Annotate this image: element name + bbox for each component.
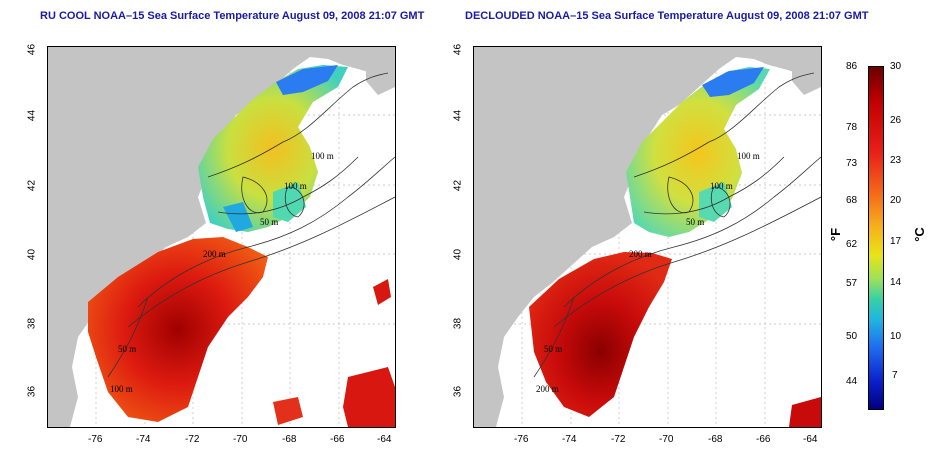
c-tick: 17 (890, 236, 902, 247)
f-tick: 50 (846, 331, 858, 342)
c-tick: 23 (890, 155, 902, 166)
land-mass (474, 47, 821, 427)
c-tick: 30 (890, 61, 902, 72)
contour-label: 200 m (203, 249, 226, 259)
f-tick: 86 (846, 61, 858, 72)
contour-label: 50 m (260, 217, 278, 227)
f-tick: 78 (846, 122, 858, 133)
y-tick: 40 (452, 248, 464, 261)
fahrenheit-unit-label: °F (828, 227, 844, 242)
land-mass (48, 47, 395, 427)
contour-label: 200 m (536, 384, 559, 394)
x-tick: -70 (233, 434, 248, 445)
sst-map-raw: 100 m 100 m 50 m 200 m 50 m 100 m (47, 46, 396, 428)
x-tick: -74 (136, 434, 151, 445)
contour-label: 100 m (737, 151, 760, 161)
x-tick: -68 (708, 434, 723, 445)
y-tick: 42 (452, 179, 464, 192)
contour-label: 100 m (284, 181, 307, 191)
y-tick: 36 (452, 385, 464, 398)
c-tick: 20 (890, 195, 902, 206)
y-tick: 38 (26, 317, 38, 330)
contour-label: 100 m (311, 151, 334, 161)
y-tick: 44 (26, 109, 38, 122)
c-tick: 14 (890, 277, 902, 288)
panel-2-title: DECLOUDED NOAA–15 Sea Surface Temperatur… (465, 10, 869, 22)
y-tick: 36 (26, 385, 38, 398)
temperature-colorbar (868, 66, 884, 410)
x-tick: -64 (803, 434, 818, 445)
x-tick: -72 (611, 434, 626, 445)
x-tick: -70 (659, 434, 674, 445)
y-tick: 46 (26, 43, 38, 56)
y-tick: 46 (452, 43, 464, 56)
c-tick: 7 (892, 370, 898, 381)
x-tick: -66 (756, 434, 771, 445)
celsius-unit-label: °C (911, 227, 927, 242)
x-tick: -64 (377, 434, 392, 445)
contour-label: 100 m (110, 384, 133, 394)
panel-1-title: RU COOL NOAA–15 Sea Surface Temperature … (40, 10, 425, 22)
y-tick: 44 (452, 109, 464, 122)
f-tick: 73 (846, 158, 858, 169)
x-tick: -66 (330, 434, 345, 445)
x-tick: -68 (282, 434, 297, 445)
warm-water (88, 237, 268, 422)
contour-label: 50 m (686, 217, 704, 227)
contour-label: 50 m (544, 344, 562, 354)
contour-label: 200 m (629, 249, 652, 259)
f-tick: 68 (846, 195, 858, 206)
warm-water (529, 252, 672, 417)
x-tick: -74 (562, 434, 577, 445)
f-tick: 57 (846, 278, 858, 289)
contour-label: 50 m (118, 344, 136, 354)
sst-map-declouded: 100 m 100 m 50 m 200 m 50 m 200 m (473, 46, 822, 428)
y-tick: 38 (452, 317, 464, 330)
c-tick: 26 (890, 115, 902, 126)
f-tick: 44 (846, 376, 858, 387)
x-tick: -76 (88, 434, 103, 445)
cool-water (626, 67, 770, 237)
contour-label: 100 m (710, 181, 733, 191)
y-tick: 42 (26, 179, 38, 192)
c-tick: 10 (890, 331, 902, 342)
cool-water (198, 65, 348, 232)
x-tick: -72 (185, 434, 200, 445)
y-tick: 40 (26, 248, 38, 261)
x-tick: -76 (514, 434, 529, 445)
f-tick: 62 (846, 239, 858, 250)
